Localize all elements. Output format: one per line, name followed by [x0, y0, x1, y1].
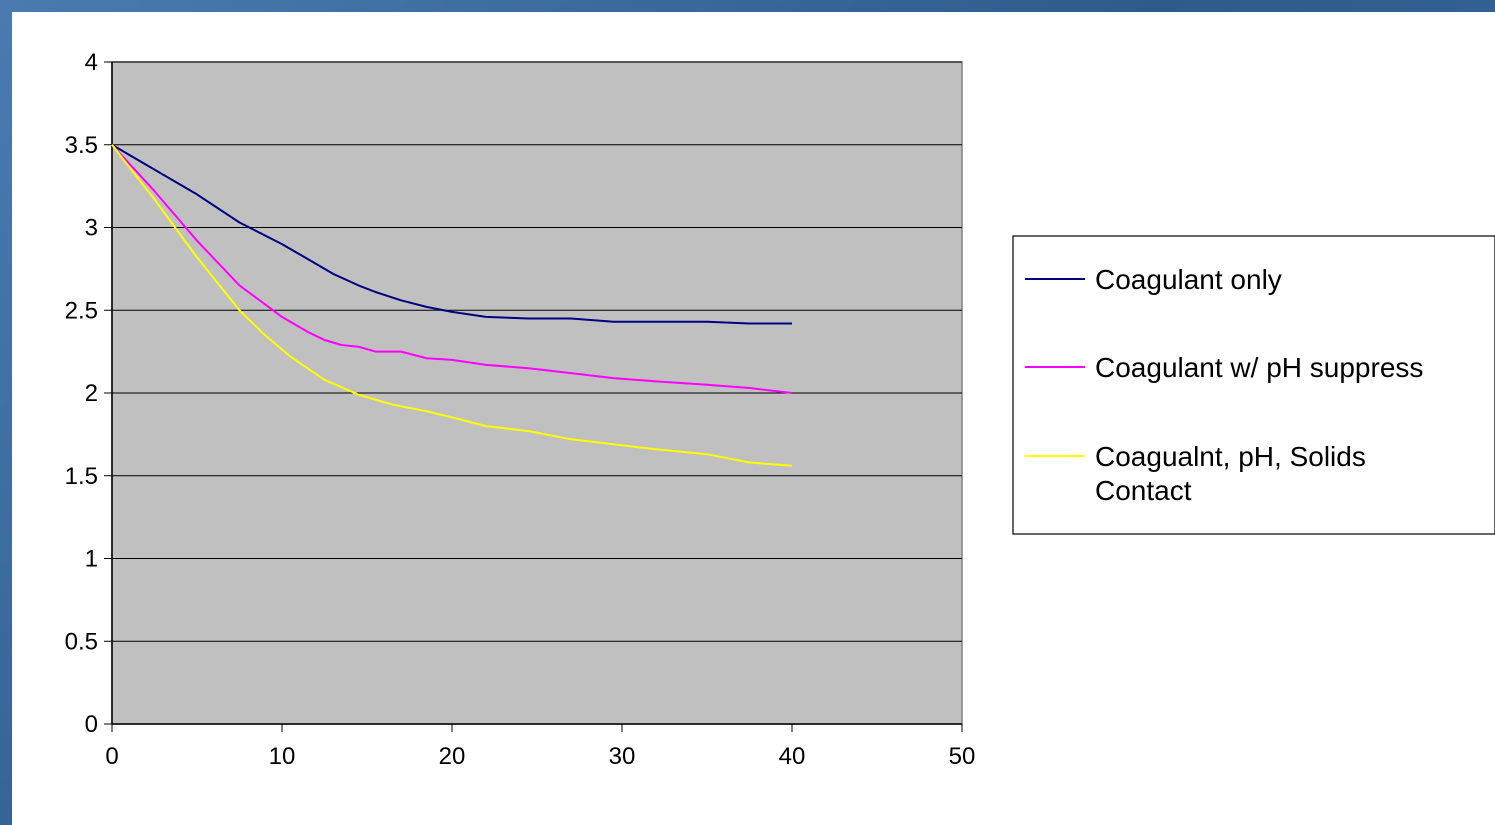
x-tick-label-4: 40 [779, 743, 806, 770]
legend-label-1: Coagulant w/ pH suppress [1095, 352, 1423, 383]
x-tick-label-2: 20 [439, 743, 466, 770]
legend-label-2-line-0: Coagualnt, pH, Solids [1095, 441, 1366, 472]
y-tick-label-6: 3 [85, 215, 98, 242]
y-tick-label-0: 0 [85, 711, 98, 738]
x-tick-label-5: 50 [949, 743, 976, 770]
series-line-2 [111, 144, 793, 467]
y-tick-label-2: 1 [85, 546, 98, 573]
legend-label-0: Coagulant only [1095, 264, 1282, 295]
y-tick-label-8: 4 [85, 49, 98, 76]
x-tick-label-0: 0 [105, 743, 118, 770]
y-tick-label-4: 2 [85, 380, 98, 407]
y-tick-label-5: 2.5 [65, 297, 98, 324]
x-tick-label-3: 30 [609, 743, 636, 770]
series-line-1 [111, 144, 793, 394]
y-tick-label-1: 0.5 [65, 628, 98, 655]
chart-area: 0 0.5 1 1.5 2 2.5 3 3.5 4 0 10 20 30 40 50 Coagulant on… [12, 12, 1495, 825]
legend-label-2-line-1: Contact [1095, 475, 1192, 506]
series-line-0 [111, 143, 792, 325]
y-tick-label-3: 1.5 [65, 463, 98, 490]
legend-box [1012, 235, 1495, 535]
x-tick-label-1: 10 [269, 743, 296, 770]
y-tick-label-7: 3.5 [65, 132, 98, 159]
